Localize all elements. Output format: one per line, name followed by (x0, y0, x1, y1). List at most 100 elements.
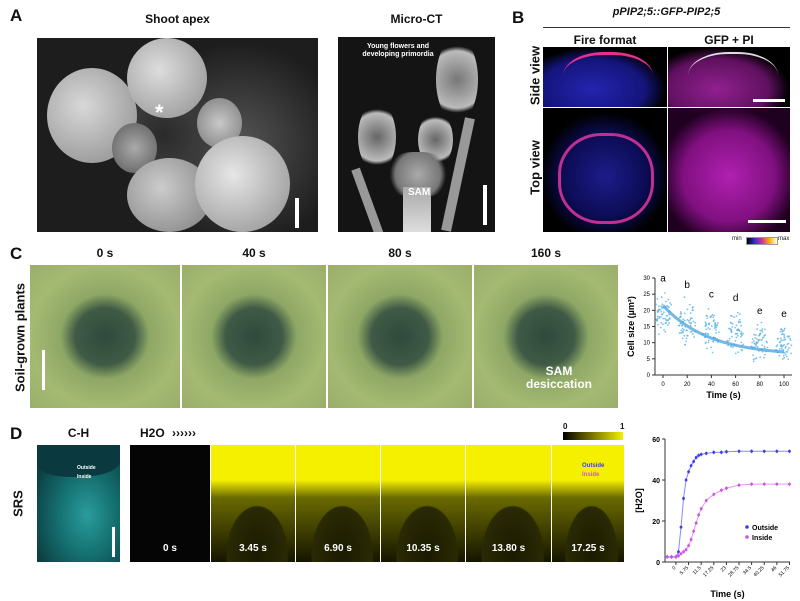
srs-h2o-image: 13.80 s (466, 445, 551, 562)
x-axis-title: Time (s) (710, 589, 744, 599)
data-point (660, 305, 663, 308)
data-point (790, 352, 793, 355)
data-point (788, 449, 791, 453)
data-point (775, 482, 779, 486)
data-point (766, 346, 769, 349)
data-point (783, 335, 786, 337)
row-srs: SRS (10, 490, 26, 517)
data-point (681, 337, 684, 340)
roi-inside-label: Inside (77, 474, 92, 480)
data-point (681, 327, 684, 330)
data-point (734, 352, 737, 355)
fit-curve (661, 304, 785, 354)
data-point (712, 340, 715, 343)
y-tick-label: 15 (643, 325, 650, 331)
data-point (779, 337, 782, 340)
row-side-view: Side view (527, 45, 543, 106)
data-point (699, 507, 703, 511)
data-point (785, 355, 788, 358)
panel-label-a: A (10, 6, 23, 25)
data-point (735, 324, 738, 327)
ch-title: C-H (67, 426, 90, 440)
data-point (786, 343, 789, 346)
data-point (758, 334, 761, 337)
srs-h2o-image: 17.25 s Outside Inside (552, 445, 624, 562)
fire-colorbar (746, 237, 778, 245)
data-point (780, 348, 783, 350)
data-point (775, 345, 778, 348)
data-point (705, 328, 708, 331)
data-point (754, 337, 757, 339)
data-point (727, 340, 730, 342)
data-point (728, 337, 731, 340)
data-point (781, 330, 784, 333)
soil-sam-image: SAM desiccation (474, 265, 618, 408)
data-point (664, 330, 667, 333)
time-label: 10.35 s (406, 543, 440, 554)
data-point (688, 321, 691, 324)
data-point (682, 331, 684, 333)
data-point (710, 346, 713, 349)
row-soil-grown: Soil-grown plants (12, 282, 28, 393)
data-point (656, 315, 659, 318)
data-point (704, 451, 708, 455)
data-point (761, 331, 764, 333)
scale-bar (295, 198, 299, 228)
data-point (660, 313, 663, 316)
data-point (784, 353, 787, 356)
data-point (736, 334, 739, 337)
data-point (776, 344, 779, 346)
data-point (788, 347, 790, 349)
data-point (781, 332, 784, 335)
data-point (784, 338, 787, 341)
data-point (752, 358, 755, 361)
data-point (726, 339, 729, 342)
data-point (686, 308, 689, 311)
data-point (691, 307, 694, 309)
data-point (740, 335, 742, 338)
data-point (760, 339, 763, 341)
annotation-sam: SAM (408, 187, 431, 198)
cell-size-chart: 0 5 10 15 20 25 30 0 a 20 b 40 c 60 d 80 e 100 e Time (s) Ce… (626, 273, 793, 400)
ch-image: Outside Inside (37, 445, 120, 562)
data-point (692, 529, 696, 533)
data-point (787, 349, 789, 351)
x-tick-label: 46 (770, 565, 778, 573)
data-point (756, 328, 758, 331)
data-point (715, 329, 717, 331)
data-point (662, 317, 665, 320)
data-point (665, 300, 667, 303)
srs-colorbar (563, 432, 623, 440)
data-point (691, 309, 694, 312)
data-point (754, 344, 757, 347)
data-point (706, 315, 708, 318)
data-point (733, 316, 735, 318)
data-point (657, 323, 660, 326)
sam-desiccation-annotation: SAM desiccation (525, 364, 593, 391)
data-point (740, 324, 743, 327)
data-point (670, 555, 673, 559)
y-tick-label: 20 (652, 519, 660, 526)
data-point (661, 303, 664, 306)
data-point (668, 313, 670, 316)
data-point (656, 298, 659, 300)
data-point (713, 319, 715, 322)
shoot-apex-title: Shoot apex (145, 12, 210, 26)
data-point (658, 315, 661, 318)
data-point (759, 329, 762, 332)
data-point (734, 339, 737, 342)
data-point (667, 324, 669, 327)
data-point (778, 341, 781, 344)
data-point (737, 449, 741, 453)
data-point (790, 344, 793, 347)
row-top-view: Top view (527, 140, 543, 195)
data-point (759, 333, 761, 335)
data-point (763, 356, 765, 359)
data-point (783, 356, 786, 359)
asterisk-marker: * (155, 100, 164, 125)
srs-h2o-image: 6.90 s (296, 445, 380, 562)
col-fire-format: Fire format (573, 33, 637, 47)
significance-letter: c (709, 290, 714, 301)
fire-cbar-min: min (732, 236, 742, 242)
data-point (717, 331, 720, 334)
